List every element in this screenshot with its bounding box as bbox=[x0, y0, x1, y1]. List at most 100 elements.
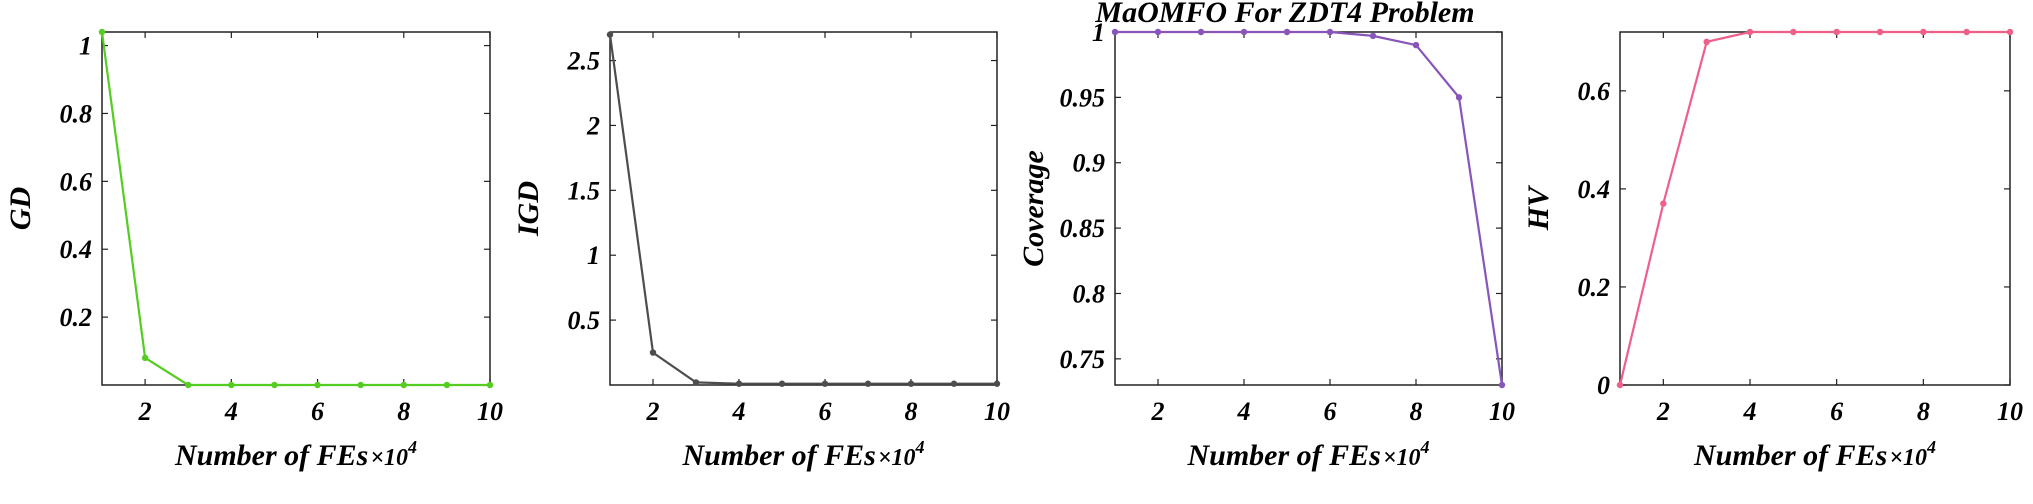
y-tick-label: 0.2 bbox=[60, 303, 93, 332]
y-tick-label: 0.4 bbox=[1578, 175, 1611, 204]
x-axis-label-unit: ×10 bbox=[1889, 445, 1927, 471]
x-axis-label-text: Number of FEs bbox=[174, 439, 368, 472]
plot-area-frame bbox=[609, 31, 998, 386]
data-point bbox=[1498, 381, 1506, 389]
data-point bbox=[357, 381, 364, 389]
y-tick-label: 1.5 bbox=[568, 176, 601, 205]
data-point bbox=[1240, 28, 1248, 36]
data-point bbox=[185, 381, 192, 389]
data-point bbox=[1746, 28, 1754, 36]
y-tick-label: 0.6 bbox=[1578, 77, 1611, 106]
y-tick-label: 2.5 bbox=[567, 47, 601, 76]
y-tick-label: 0.4 bbox=[60, 235, 93, 264]
plot-area-frame bbox=[1619, 31, 2011, 386]
y-axis-label: HV bbox=[1522, 184, 1555, 231]
data-point bbox=[1369, 32, 1377, 40]
data-point bbox=[1833, 28, 1840, 36]
data-point bbox=[1876, 28, 1884, 36]
y-tick-label: 0.2 bbox=[1578, 273, 1611, 302]
figure-title: MaOMFO For ZDT4 Problem bbox=[1094, 0, 1474, 29]
plot-area-frame bbox=[101, 31, 491, 386]
data-point bbox=[1790, 28, 1797, 36]
y-axis-label: IGD bbox=[512, 181, 545, 237]
x-tick-label: 10 bbox=[1997, 397, 2023, 426]
x-tick-label: 8 bbox=[905, 397, 918, 426]
x-axis-label: Number of FEs×104 bbox=[1186, 437, 1429, 472]
x-axis-label-exponent: 4 bbox=[915, 437, 925, 457]
data-point bbox=[228, 381, 235, 389]
y-axis-label: GD bbox=[4, 187, 37, 230]
data-point bbox=[950, 380, 958, 387]
x-tick-label: 10 bbox=[984, 397, 1010, 426]
y-tick-label: 1 bbox=[79, 32, 92, 61]
data-point bbox=[864, 380, 872, 387]
x-tick-label: 6 bbox=[1830, 397, 1843, 426]
x-axis-label: Number of FEs×104 bbox=[681, 437, 924, 472]
x-tick-label: 4 bbox=[732, 397, 746, 426]
x-axis-label: Number of FEs×104 bbox=[174, 437, 417, 472]
data-point bbox=[443, 381, 451, 389]
x-tick-label: 10 bbox=[477, 397, 503, 426]
data-point bbox=[606, 31, 614, 38]
series-line bbox=[1618, 30, 2010, 386]
data-point bbox=[692, 379, 700, 386]
series-line bbox=[1115, 30, 1504, 386]
data-point bbox=[486, 381, 494, 389]
y-tick-label: 0.9 bbox=[1073, 149, 1106, 178]
data-point bbox=[778, 380, 786, 387]
y-tick-label: 0.6 bbox=[60, 167, 93, 196]
y-tick-label: 0.75 bbox=[1060, 345, 1106, 374]
x-tick-label: 2 bbox=[646, 397, 660, 426]
data-point bbox=[1197, 28, 1205, 36]
x-axis-label-text: Number of FEs bbox=[681, 439, 875, 472]
series-line bbox=[100, 31, 490, 387]
x-axis-label-exponent: 4 bbox=[1926, 437, 1936, 457]
data-point bbox=[1283, 28, 1291, 36]
x-tick-label: 8 bbox=[397, 397, 410, 426]
data-point bbox=[907, 380, 915, 387]
y-tick-label: 0.85 bbox=[1060, 214, 1106, 243]
data-point bbox=[400, 381, 407, 389]
data-point bbox=[2006, 28, 2014, 36]
x-tick-label: 8 bbox=[1917, 397, 1930, 426]
data-point bbox=[821, 380, 829, 387]
x-tick-label: 2 bbox=[1656, 397, 1670, 426]
x-tick-label: 4 bbox=[1743, 397, 1757, 426]
y-tick-label: 0.8 bbox=[1073, 279, 1106, 308]
series-line bbox=[608, 34, 997, 385]
data-point bbox=[314, 381, 321, 389]
x-tick-label: 2 bbox=[1151, 397, 1165, 426]
x-axis-label: Number of FEs×104 bbox=[1693, 437, 1936, 472]
data-point bbox=[1703, 38, 1710, 46]
x-tick-label: 10 bbox=[1489, 397, 1515, 426]
x-tick-label: 2 bbox=[138, 397, 152, 426]
plot-area-frame bbox=[1114, 31, 1503, 386]
data-point bbox=[993, 380, 1001, 387]
x-axis-label-unit: ×10 bbox=[370, 445, 408, 471]
x-axis-label-unit: ×10 bbox=[878, 445, 916, 471]
data-point bbox=[1920, 28, 1927, 36]
chart-panel-3: 2 4 6 8 10 0.75 0.8 0.85 0.9 0.95 1 Coverage Number … bbox=[1017, 18, 1515, 472]
data-point bbox=[1455, 94, 1463, 101]
data-point bbox=[1963, 28, 1970, 36]
data-point bbox=[141, 354, 149, 362]
x-axis-label-exponent: 4 bbox=[1420, 437, 1430, 457]
data-point bbox=[1154, 28, 1162, 36]
x-tick-label: 6 bbox=[311, 397, 324, 426]
y-axis-label: Coverage bbox=[1017, 150, 1050, 267]
data-point bbox=[271, 381, 278, 389]
data-point bbox=[1412, 41, 1420, 49]
y-tick-label: 1 bbox=[1092, 18, 1105, 47]
x-axis-label-unit: ×10 bbox=[1383, 445, 1421, 471]
data-point bbox=[98, 28, 106, 36]
y-tick-label: 0.8 bbox=[60, 99, 93, 128]
x-tick-label: 6 bbox=[1324, 397, 1337, 426]
x-tick-label: 4 bbox=[1237, 397, 1251, 426]
x-tick-label: 6 bbox=[819, 397, 832, 426]
data-point bbox=[1660, 200, 1667, 207]
y-tick-label: 0.95 bbox=[1060, 83, 1106, 112]
